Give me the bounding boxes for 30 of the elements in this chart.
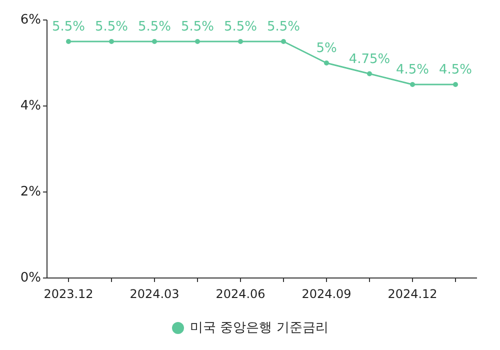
y-tick-label: 0% xyxy=(20,270,41,286)
data-label: 5.5% xyxy=(224,20,258,34)
x-tick-label: 2024.12 xyxy=(388,287,438,301)
data-label: 5.5% xyxy=(94,20,128,34)
point xyxy=(453,82,458,87)
data-label: 5.5% xyxy=(180,20,214,34)
point xyxy=(324,60,329,66)
y-tick-label: 4% xyxy=(20,98,41,114)
point xyxy=(152,39,157,44)
point xyxy=(66,39,71,44)
data-label: 5.5% xyxy=(52,20,86,34)
data-label: 5.5% xyxy=(266,20,300,34)
y-tick-label: 2% xyxy=(20,184,41,200)
y-tick-label: 6% xyxy=(20,12,41,28)
point xyxy=(238,39,243,44)
x-tick-label: 2024.06 xyxy=(216,287,266,301)
data-label: 5.5% xyxy=(138,20,172,34)
data-label: 4.5% xyxy=(396,62,430,78)
point xyxy=(281,39,286,44)
legend-label: 미국 중앙은행 기준금리 xyxy=(190,320,328,336)
data-label: 4.75% xyxy=(348,52,390,67)
data-label: 5% xyxy=(316,41,337,56)
point xyxy=(367,71,372,76)
point xyxy=(109,39,114,44)
data-label: 4.5% xyxy=(438,62,472,78)
x-tick-label: 2024.09 xyxy=(302,287,352,301)
x-tick-label: 2023.12 xyxy=(44,287,94,301)
point xyxy=(195,39,200,44)
point xyxy=(410,82,415,87)
x-tick-label: 2024.03 xyxy=(130,287,180,301)
